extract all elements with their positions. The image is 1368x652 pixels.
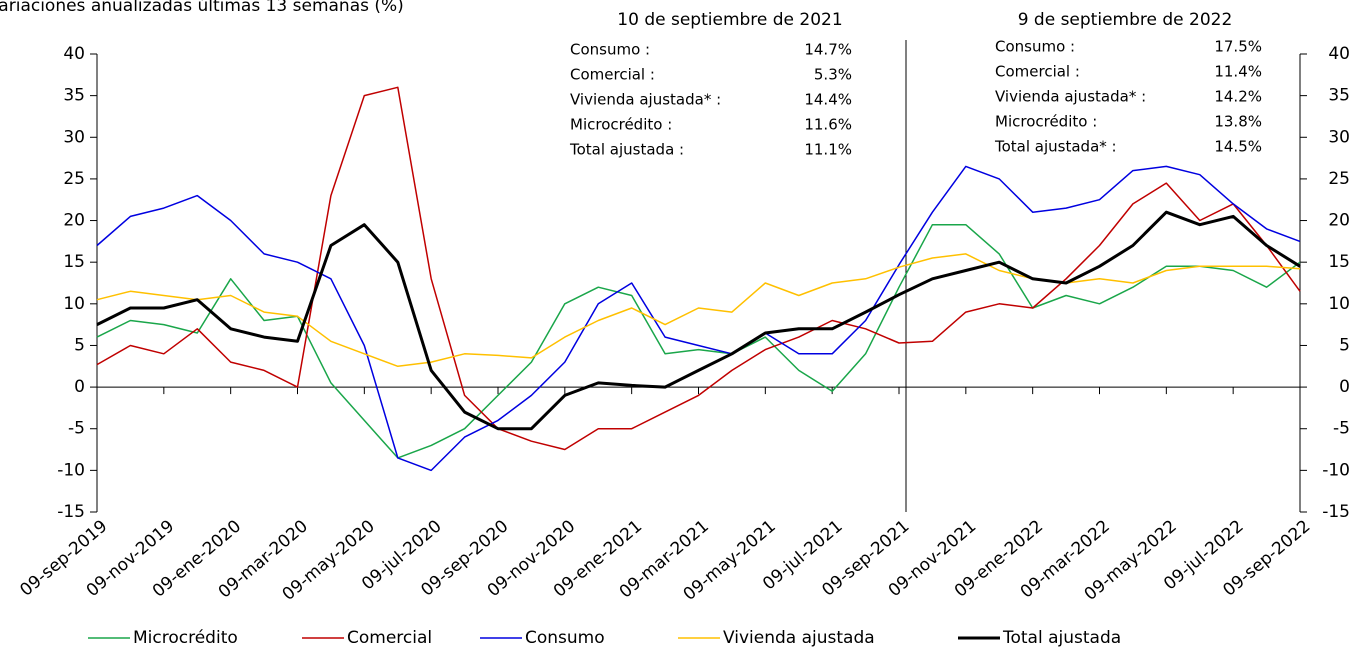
annotation-label: Microcrédito :	[995, 113, 1097, 131]
annotation-label: Consumo :	[570, 41, 650, 59]
y-tick-label: -5	[68, 419, 85, 439]
legend-label: Total ajustada	[1002, 628, 1121, 648]
legend-label: Microcrédito	[133, 628, 238, 648]
y2-tick-label: -15	[1322, 502, 1350, 522]
y2-tick-label: 40	[1328, 44, 1350, 64]
y-tick-label: 15	[63, 252, 85, 272]
annotation-label: Total ajustada :	[569, 141, 684, 159]
chart-title: Variaciones anualizadas últimas 13 seman…	[0, 0, 404, 16]
annotation-value: 11.6%	[804, 116, 852, 134]
y-tick-label: 30	[63, 127, 85, 147]
series-line	[96, 223, 1301, 459]
annotation-title: 10 de septiembre de 2021	[617, 10, 842, 30]
annotation-value: 11.1%	[804, 141, 852, 159]
annotation-title: 9 de septiembre de 2022	[1018, 10, 1233, 30]
annotation-value: 14.7%	[804, 41, 852, 59]
annotation-label: Comercial :	[995, 63, 1080, 81]
legend-label: Vivienda ajustada	[723, 628, 875, 648]
annotation-value: 14.2%	[1214, 88, 1262, 106]
series-line	[96, 253, 1301, 368]
annotation-label: Microcrédito :	[570, 116, 672, 134]
y2-tick-label: 15	[1328, 252, 1350, 272]
y-tick-label: -10	[57, 460, 85, 480]
series-line	[96, 210, 1301, 431]
annotation-value: 11.4%	[1214, 63, 1262, 81]
annotation-value: 14.4%	[804, 91, 852, 109]
y-tick-label: 20	[63, 211, 85, 231]
y2-tick-label: 0	[1339, 377, 1350, 397]
y2-tick-label: 25	[1328, 169, 1350, 189]
series-line	[96, 86, 1301, 451]
y-tick-label: 25	[63, 169, 85, 189]
y-tick-label: 40	[63, 44, 85, 64]
annotation-label: Comercial :	[570, 66, 655, 84]
y2-tick-label: 5	[1339, 335, 1350, 355]
legend-label: Comercial	[347, 628, 432, 648]
legend-label: Consumo	[525, 628, 605, 648]
y2-tick-label: 30	[1328, 127, 1350, 147]
y2-tick-label: -5	[1333, 419, 1350, 439]
annotation-value: 17.5%	[1214, 38, 1262, 56]
y2-tick-label: 20	[1328, 211, 1350, 231]
annotation-value: 14.5%	[1214, 138, 1262, 156]
annotation-value: 13.8%	[1214, 113, 1262, 131]
y2-tick-label: 10	[1328, 294, 1350, 314]
y-tick-label: 5	[74, 335, 85, 355]
annotation-label: Vivienda ajustada* :	[995, 88, 1146, 106]
annotation: 10 de septiembre de 2021 Consumo : 14.7% Co…	[569, 10, 852, 159]
annotation-label: Total ajustada* :	[994, 138, 1117, 156]
annotation-label: Vivienda ajustada* :	[570, 91, 721, 109]
y-tick-label: 35	[63, 86, 85, 106]
annotation: 9 de septiembre de 2022 Consumo : 17.5% Com…	[994, 10, 1262, 156]
y-tick-label: 10	[63, 294, 85, 314]
annotation-label: Consumo :	[995, 38, 1075, 56]
series-line	[96, 165, 1301, 472]
y2-tick-label: -10	[1322, 460, 1350, 480]
y-tick-label: -15	[57, 502, 85, 522]
y2-tick-label: 35	[1328, 86, 1350, 106]
y-tick-label: 0	[74, 377, 85, 397]
annotation-value: 5.3%	[814, 66, 852, 84]
